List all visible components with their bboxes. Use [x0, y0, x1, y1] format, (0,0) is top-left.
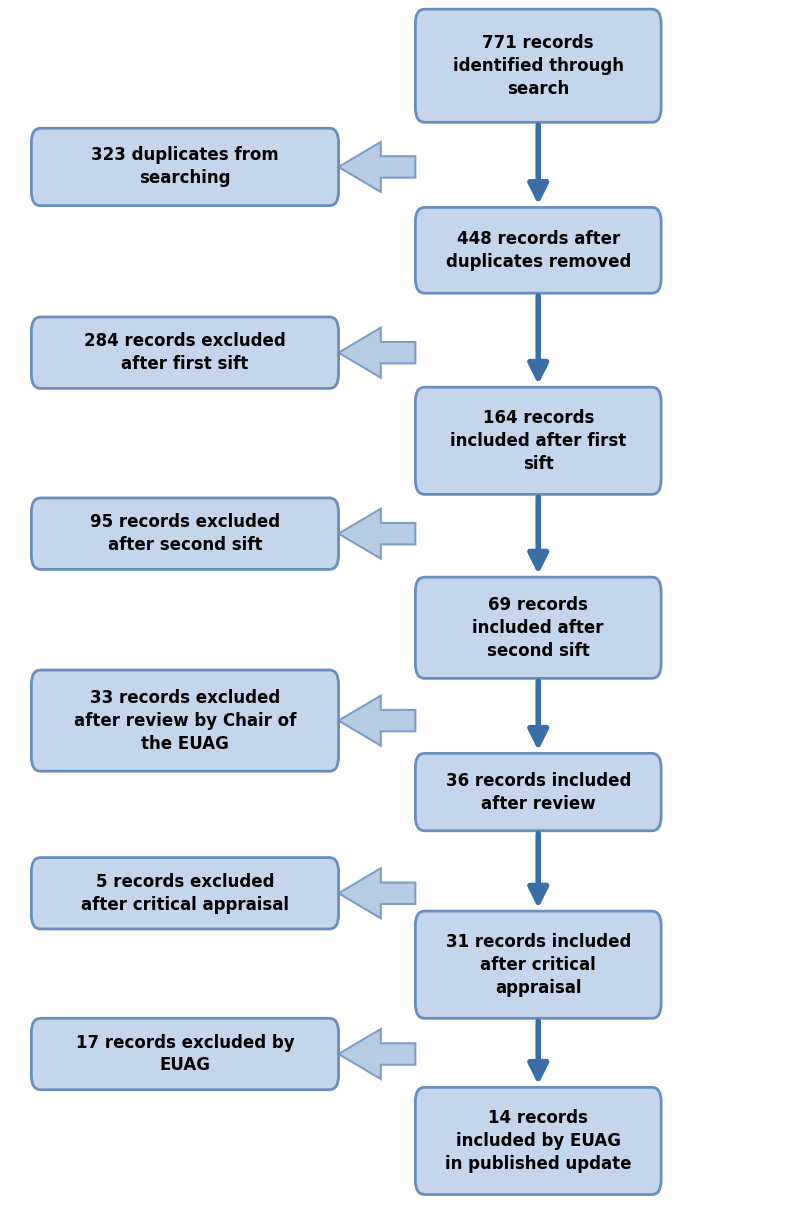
- Text: 323 duplicates from
searching: 323 duplicates from searching: [91, 147, 279, 187]
- Text: 95 records excluded
after second sift: 95 records excluded after second sift: [90, 513, 280, 554]
- Text: 284 records excluded
after first sift: 284 records excluded after first sift: [84, 332, 286, 373]
- Polygon shape: [338, 1029, 415, 1079]
- Polygon shape: [338, 509, 415, 559]
- FancyBboxPatch shape: [415, 1087, 661, 1194]
- Text: 33 records excluded
after review by Chair of
the EUAG: 33 records excluded after review by Chai…: [74, 689, 296, 752]
- Text: 14 records
included by EUAG
in published update: 14 records included by EUAG in published…: [445, 1109, 631, 1172]
- FancyBboxPatch shape: [31, 858, 338, 929]
- Text: 771 records
identified through
search: 771 records identified through search: [453, 34, 624, 97]
- FancyBboxPatch shape: [31, 1018, 338, 1090]
- FancyBboxPatch shape: [415, 208, 661, 293]
- FancyBboxPatch shape: [415, 388, 661, 495]
- Text: 69 records
included after
second sift: 69 records included after second sift: [473, 595, 604, 660]
- FancyBboxPatch shape: [415, 10, 661, 123]
- Polygon shape: [338, 869, 415, 919]
- Text: 448 records after
duplicates removed: 448 records after duplicates removed: [446, 230, 631, 271]
- FancyBboxPatch shape: [415, 911, 661, 1018]
- Text: 164 records
included after first
sift: 164 records included after first sift: [450, 409, 626, 473]
- FancyBboxPatch shape: [31, 669, 338, 772]
- FancyBboxPatch shape: [415, 577, 661, 678]
- Polygon shape: [338, 328, 415, 378]
- Text: 17 records excluded by
EUAG: 17 records excluded by EUAG: [76, 1034, 294, 1074]
- Polygon shape: [338, 696, 415, 746]
- Text: 36 records included
after review: 36 records included after review: [446, 772, 631, 813]
- Text: 31 records included
after critical
appraisal: 31 records included after critical appra…: [446, 933, 631, 996]
- FancyBboxPatch shape: [31, 129, 338, 205]
- FancyBboxPatch shape: [31, 317, 338, 389]
- FancyBboxPatch shape: [31, 498, 338, 570]
- Polygon shape: [338, 142, 415, 192]
- FancyBboxPatch shape: [415, 753, 661, 831]
- Text: 5 records excluded
after critical appraisal: 5 records excluded after critical apprai…: [81, 872, 289, 914]
